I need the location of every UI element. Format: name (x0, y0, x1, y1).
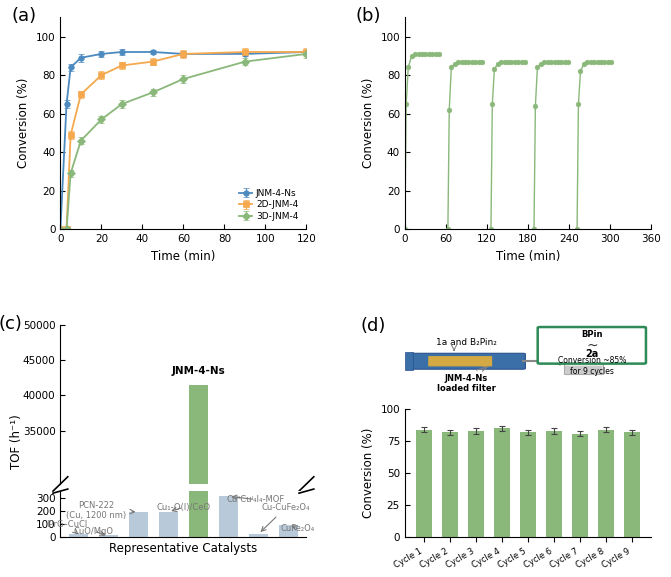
Bar (546, 431, 562, 537)
Bar (99, 535, 118, 537)
FancyBboxPatch shape (537, 327, 646, 364)
Text: (a): (a) (11, 7, 36, 25)
Text: Conversion ~85%
for 9 cycles: Conversion ~85% for 9 cycles (558, 357, 626, 376)
Text: CuO/MgO: CuO/MgO (73, 527, 113, 536)
Text: ~: ~ (586, 339, 598, 353)
X-axis label: Time (min): Time (min) (496, 250, 560, 263)
Bar (520, 432, 535, 537)
Bar (416, 430, 431, 537)
Bar (189, 385, 208, 577)
Text: BPin: BPin (581, 330, 603, 339)
Bar (158, 512, 178, 537)
Bar (624, 432, 639, 537)
Legend: JNM-4-Ns, 2D-JNM-4, 3D-JNM-4: JNM-4-Ns, 2D-JNM-4, 3D-JNM-4 (235, 185, 302, 225)
Text: (c): (c) (0, 315, 23, 333)
Y-axis label: Conversion (%): Conversion (%) (362, 78, 375, 168)
X-axis label: Time (min): Time (min) (151, 250, 215, 263)
Text: JNM-4-Ns
loaded filter: JNM-4-Ns loaded filter (437, 374, 496, 394)
Y-axis label: Conversion (%): Conversion (%) (17, 78, 30, 168)
Bar (278, 525, 298, 537)
X-axis label: Representative Catalysts: Representative Catalysts (109, 542, 258, 555)
Text: 1a and B₂Pin₂: 1a and B₂Pin₂ (436, 338, 497, 347)
FancyBboxPatch shape (428, 356, 493, 366)
Bar (468, 431, 484, 537)
Bar (129, 512, 148, 537)
Text: JNM-4-Ns: JNM-4-Ns (172, 366, 225, 376)
Text: 2a: 2a (585, 349, 599, 358)
Bar (494, 429, 510, 537)
Y-axis label: Conversion (%): Conversion (%) (362, 428, 375, 518)
Text: Cu₁-O(I)/CeO: Cu₁-O(I)/CeO (156, 503, 211, 512)
Text: PCN-222
(Cu, 1200 nm): PCN-222 (Cu, 1200 nm) (66, 501, 134, 520)
Bar (189, 0, 208, 537)
Bar (572, 433, 588, 537)
Text: CuFe₂O₄: CuFe₂O₄ (280, 523, 315, 533)
Bar (249, 534, 268, 537)
Bar (68, 534, 88, 537)
Bar (219, 496, 238, 537)
FancyBboxPatch shape (565, 366, 602, 374)
FancyBboxPatch shape (410, 353, 525, 369)
Bar (598, 430, 614, 537)
Text: CuᴵᴵCuᴵ₄I₄-MOF: CuᴵᴵCuᴵ₄I₄-MOF (226, 495, 285, 504)
Text: (d): (d) (360, 317, 386, 335)
Text: TOF (h⁻¹): TOF (h⁻¹) (10, 414, 23, 469)
FancyBboxPatch shape (405, 353, 413, 370)
FancyBboxPatch shape (564, 356, 603, 374)
Text: IPrG–CuCl: IPrG–CuCl (46, 520, 87, 534)
Text: (b): (b) (356, 7, 381, 25)
Bar (442, 432, 458, 537)
Text: Cu-CuFe₂O₄: Cu-CuFe₂O₄ (261, 504, 310, 531)
